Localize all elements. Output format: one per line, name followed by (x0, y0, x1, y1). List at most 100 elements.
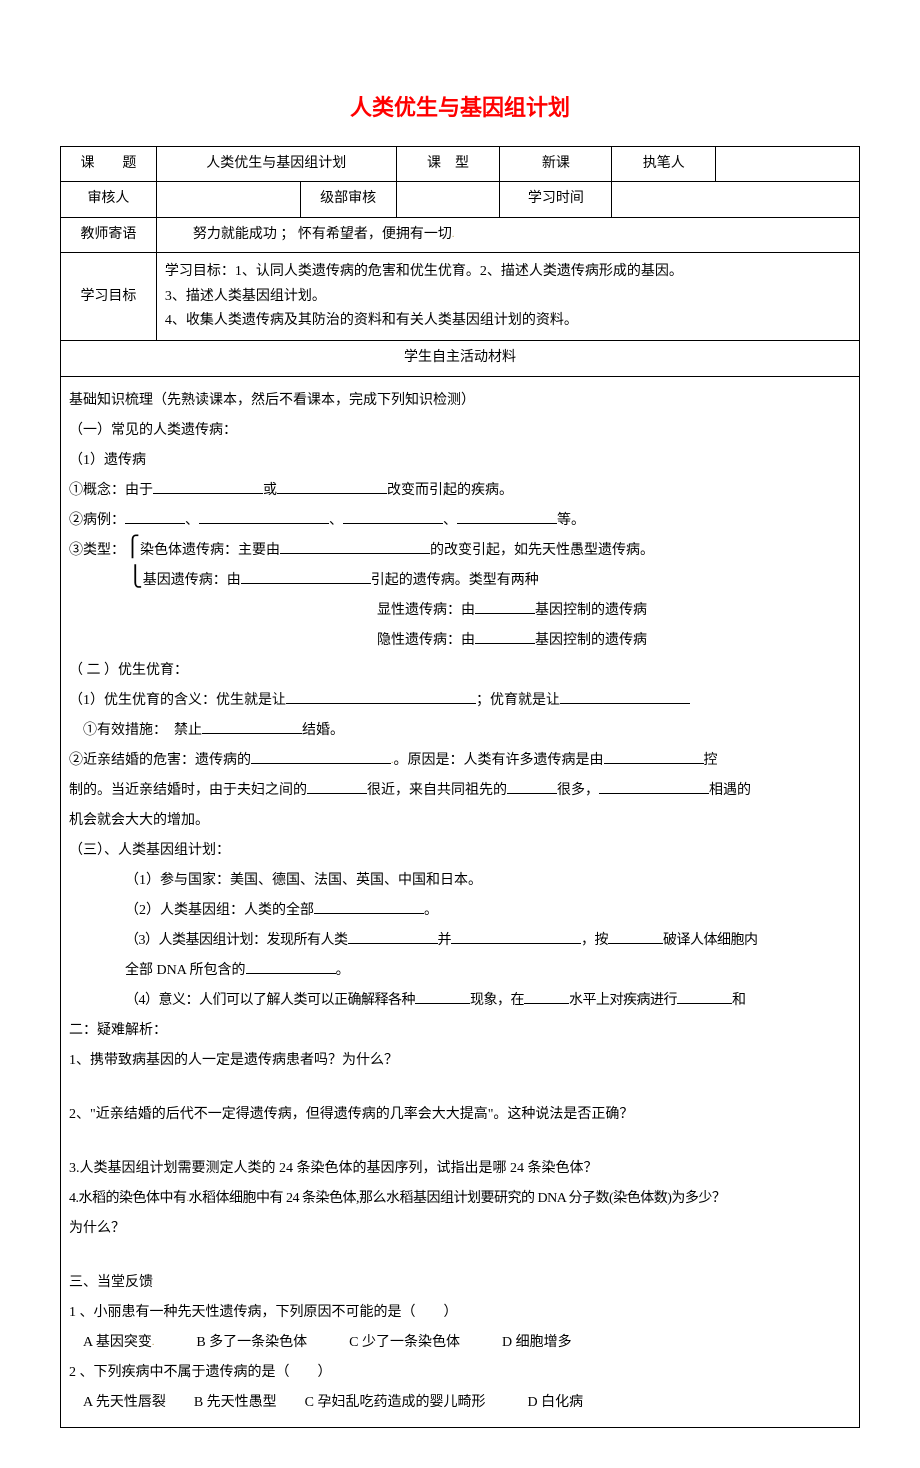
blank-5b[interactable] (199, 510, 329, 524)
l21c: 水平上对疾病进行 (569, 993, 677, 1008)
l13c: 控 (704, 753, 718, 768)
header-row-1: 课 题 人类优生与基因组计划 课 型 新课 执笔人 (61, 147, 860, 182)
l18a: （2）人类基因组：人类的全部 (125, 903, 314, 918)
label-dept-review: 级部审核 (300, 182, 396, 217)
worksheet-table: 课 题 人类优生与基因组计划 课 型 新课 执笔人 审核人 级部审核 学习时间 … (60, 146, 860, 1428)
line-14: 制的。当近亲结婚时，由于夫妇之间的很近，来自共同祖先的很多，相遇的 (69, 777, 851, 805)
label-reviewer: 审核人 (61, 182, 157, 217)
line-20: 全部 DNA 所包含的。 (69, 957, 851, 985)
blank-11a[interactable] (286, 690, 476, 704)
l4a: ①概念：由于 (69, 483, 153, 498)
l8a: 显性遗传病：由 (377, 603, 475, 618)
l12a: ①有效措施： 禁止 (69, 723, 202, 738)
line-27: 为什么？ (69, 1215, 851, 1243)
header-row-2: 审核人 级部审核 学习时间 (61, 182, 860, 217)
l11a: （1）优生优育的含义：优生就是让 (69, 693, 286, 708)
label-author: 执笔人 (612, 147, 716, 182)
blank-6[interactable] (280, 540, 430, 554)
l20a: 全部 DNA 所包含的 (125, 963, 246, 978)
blank-21a[interactable] (415, 990, 470, 1004)
blank-5c[interactable] (343, 510, 443, 524)
q1-a[interactable]: A 基因突变 (69, 1335, 152, 1350)
line-2: （一）常见的人类遗传病： (69, 417, 851, 445)
blank-19b[interactable] (451, 930, 581, 944)
value-author[interactable] (716, 147, 860, 182)
line-7: ⎩基因遗传病：由引起的遗传病。类型有两种 (69, 567, 851, 595)
line-24: 2、"近亲结婚的后代不一定得遗传病，但得遗传病的几率会大大提高"。这种说法是否正… (69, 1101, 851, 1129)
l21a: （4）意义：人们可以了解人类可以正确解释各种 (125, 993, 415, 1008)
blank-4a[interactable] (153, 480, 263, 494)
header-row-4: 学习目标 学习目标：1、认同人类遗传病的危害和优生优育。2、描述人类遗传病形成的… (61, 253, 860, 341)
blank-9[interactable] (475, 630, 535, 644)
l14d: 相遇的 (709, 783, 751, 798)
l13b: 。原因是：人类有许多遗传病是由 (394, 753, 604, 768)
value-type: 新课 (500, 147, 612, 182)
line-23: 1、携带致病基因的人一定是遗传病患者吗？为什么？ (69, 1047, 851, 1075)
line-26: 4.水稻的染色体中有.水稻体细胞中有 24 条染色体,那么水稻基因组计划要研究的… (69, 1185, 851, 1213)
q1-rest[interactable]: B 多了一条染色体 C 少了一条染色体 D 细胞增多 (154, 1335, 571, 1350)
line-16: （三）、人类基因组计划： (69, 837, 851, 865)
l19a: （3）人类基因组计划：发现所有人类 (125, 933, 348, 948)
line-9: 隐性遗传病：由基因控制的遗传病 (69, 627, 851, 655)
l21d: 和 (732, 993, 746, 1008)
line-22: 二：疑难解析： (69, 1017, 851, 1045)
blank-11b[interactable] (560, 690, 690, 704)
l18b: 。 (424, 903, 438, 918)
value-motto: 努力就能成功 ； 怀有希望者，便拥有一切. (156, 217, 859, 252)
blank-13a[interactable] (251, 750, 391, 764)
blank-14b[interactable] (507, 780, 557, 794)
line-4: ①概念：由于 或 改变而引起的疾病。 (69, 477, 851, 505)
blank-8[interactable] (475, 600, 535, 614)
blank-5d[interactable] (457, 510, 557, 524)
content-body: 基础知识梳理（先熟读课本，然后不看课本，完成下列知识检测） （一）常见的人类遗传… (61, 376, 860, 1427)
line-8: 显性遗传病：由 基因控制的遗传病 (69, 597, 851, 625)
label-study-time: 学习时间 (500, 182, 612, 217)
l8b: 基因控制的遗传病 (535, 603, 647, 618)
l5e: 等。 (557, 513, 585, 528)
blank-20[interactable] (246, 960, 336, 974)
blank-7[interactable] (241, 570, 371, 584)
line-18: （2）人类基因组：人类的全部 。 (69, 897, 851, 925)
blank-19c[interactable] (608, 930, 663, 944)
blank-14c[interactable] (599, 780, 709, 794)
label-type: 课 型 (396, 147, 500, 182)
line-12: ①有效措施： 禁止 结婚。 (69, 717, 851, 745)
value-reviewer[interactable] (156, 182, 300, 217)
header-row-3: 教师寄语 努力就能成功 ； 怀有希望者，便拥有一切. (61, 217, 860, 252)
l14c: 很多， (557, 783, 599, 798)
line-32[interactable]: A 先天性唇裂 B 先天性愚型 C 孕妇乱吃药造成的婴儿畸形 D 白化病 (69, 1389, 851, 1417)
l6c: 的改变引起，如先天性愚型遗传病。 (430, 543, 654, 558)
l4b: 或 (263, 483, 277, 498)
l19c: ，按 (581, 933, 608, 948)
value-topic: 人类优生与基因组计划 (156, 147, 396, 182)
blank-4b[interactable] (277, 480, 387, 494)
blank-13b[interactable] (604, 750, 704, 764)
line-15: 机会就会大大的增加。 (69, 807, 851, 835)
document-title: 人类优生与基因组计划 (60, 90, 860, 122)
line-10: （ 二 ）优生优育： (69, 657, 851, 685)
l6b: 染色体遗传病：主要由 (140, 543, 280, 558)
header-row-5: 学生自主活动材料 (61, 341, 860, 376)
value-study-time[interactable] (612, 182, 860, 217)
line-3: （1）遗传病 (69, 447, 851, 475)
blank-12[interactable] (202, 720, 302, 734)
l12b: 结婚。 (302, 723, 344, 738)
l4c: 改变而引起的疾病。 (387, 483, 513, 498)
line-11: （1）优生优育的含义：优生就是让；优育就是让 (69, 687, 851, 715)
value-dept-review[interactable] (396, 182, 500, 217)
line-6: ③类型：⎧染色体遗传病：主要由的改变引起，如先天性愚型遗传病。 (69, 537, 851, 565)
blank-5a[interactable] (125, 510, 185, 524)
section-header: 学生自主活动材料 (61, 341, 860, 376)
l5d: 、 (443, 513, 457, 528)
l14a: 制的。当近亲结婚时，由于夫妇之间的 (69, 783, 307, 798)
blank-14a[interactable] (307, 780, 367, 794)
line-1: 基础知识梳理（先熟读课本，然后不看课本，完成下列知识检测） (69, 387, 851, 415)
blank-21c[interactable] (524, 990, 569, 1004)
value-objectives: 学习目标：1、认同人类遗传病的危害和优生优育。2、描述人类遗传病形成的基因。 3… (156, 253, 859, 341)
blank-21d[interactable] (677, 990, 732, 1004)
line-21: （4）意义：人们可以了解人类可以正确解释各种现象，在水平上对疾病进行和 (69, 987, 851, 1015)
blank-18[interactable] (314, 900, 424, 914)
line-13: ②近亲结婚的危害：遗传病的.。原因是：人类有许多遗传病是由控 (69, 747, 851, 775)
blank-19a[interactable] (348, 930, 438, 944)
l19d: 破译人体细胞内 (663, 933, 758, 948)
